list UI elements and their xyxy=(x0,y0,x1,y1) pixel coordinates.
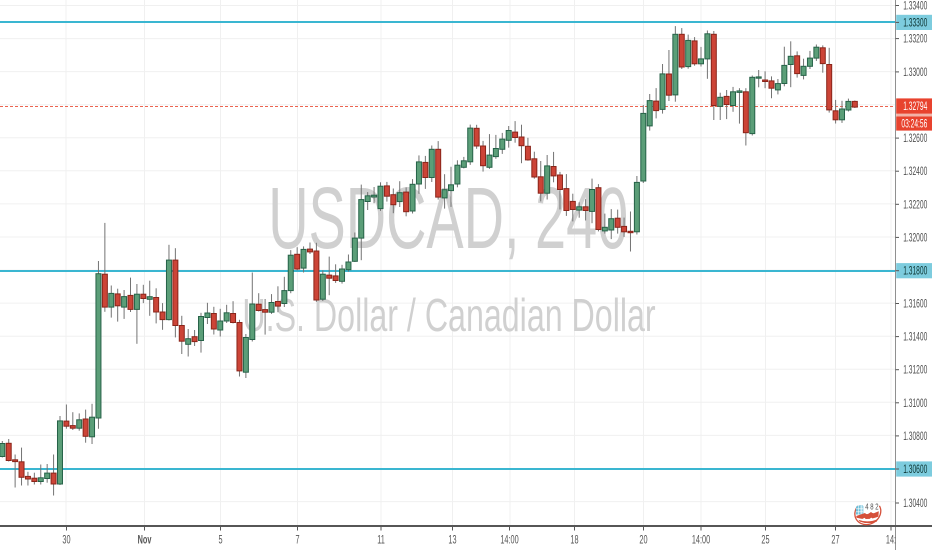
svg-text:1.30800: 1.30800 xyxy=(903,429,927,442)
svg-text:1.33400: 1.33400 xyxy=(903,0,927,12)
svg-text:1.33200: 1.33200 xyxy=(903,32,927,45)
svg-text:U.S. Dollar / Canadian Dollar: U.S. Dollar / Canadian Dollar xyxy=(242,290,655,341)
svg-text:1.31200: 1.31200 xyxy=(903,363,927,376)
svg-text:1.32794: 1.32794 xyxy=(903,99,927,112)
svg-text:5: 5 xyxy=(218,534,222,547)
svg-text:20: 20 xyxy=(639,534,647,547)
svg-text:7: 7 xyxy=(295,534,299,547)
svg-text:1.32000: 1.32000 xyxy=(903,230,927,243)
svg-text:4 8 2: 4 8 2 xyxy=(865,501,878,511)
svg-text:1.31000: 1.31000 xyxy=(903,396,927,409)
svg-text:1.31400: 1.31400 xyxy=(903,330,927,343)
svg-text:1.30400: 1.30400 xyxy=(903,496,927,509)
svg-text:1.32200: 1.32200 xyxy=(903,197,927,210)
svg-text:25: 25 xyxy=(761,534,769,547)
svg-text:18: 18 xyxy=(570,534,578,547)
svg-text:1.33000: 1.33000 xyxy=(903,65,927,78)
svg-text:1.32600: 1.32600 xyxy=(903,131,927,144)
svg-text:14:00: 14:00 xyxy=(500,534,518,547)
svg-text:1.30600: 1.30600 xyxy=(903,462,927,475)
svg-text:Nov: Nov xyxy=(138,534,152,547)
svg-text:1.33300: 1.33300 xyxy=(903,15,927,28)
svg-text:13: 13 xyxy=(448,534,456,547)
svg-text:1.32400: 1.32400 xyxy=(903,164,927,177)
svg-text:1.31800: 1.31800 xyxy=(903,264,927,277)
svg-text:14:: 14: xyxy=(886,534,896,547)
svg-text:14:00: 14:00 xyxy=(692,534,710,547)
svg-text:1.31600: 1.31600 xyxy=(903,296,927,309)
svg-text:11: 11 xyxy=(377,534,385,547)
svg-text:30: 30 xyxy=(62,534,70,547)
svg-text:03:24:56: 03:24:56 xyxy=(901,117,927,130)
svg-text:27: 27 xyxy=(831,534,839,547)
